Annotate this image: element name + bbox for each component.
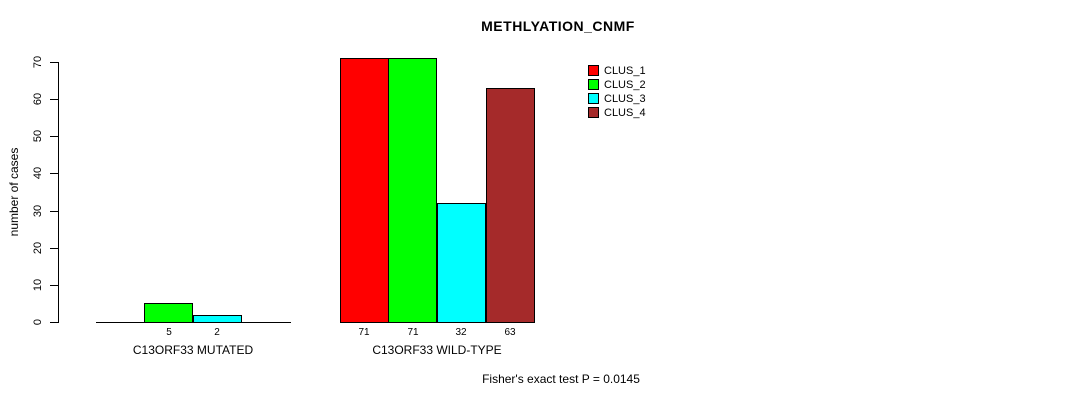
bar-clus_1 xyxy=(340,58,389,323)
y-axis-line xyxy=(58,62,59,323)
y-tick-label: 40 xyxy=(32,166,44,180)
bar-clus_3 xyxy=(437,203,486,323)
legend-swatch-icon xyxy=(588,107,599,118)
legend-item: CLUS_2 xyxy=(588,78,646,91)
y-tick xyxy=(50,99,58,100)
legend-label: CLUS_2 xyxy=(604,78,646,91)
y-tick xyxy=(50,136,58,137)
legend-label: CLUS_3 xyxy=(604,92,646,105)
legend-swatch-icon xyxy=(588,93,599,104)
chart-title: METHLYATION_CNMF xyxy=(481,18,635,34)
y-tick-label: 0 xyxy=(32,318,44,326)
y-tick-label: 70 xyxy=(32,55,44,69)
bar-value-label: 63 xyxy=(504,327,516,338)
group-label: C13ORF33 MUTATED xyxy=(132,343,254,357)
legend-item: CLUS_1 xyxy=(588,64,646,77)
legend-label: CLUS_4 xyxy=(604,106,646,119)
y-tick-label: 30 xyxy=(32,204,44,218)
bar-clus_3 xyxy=(193,315,242,323)
bar-clus_2 xyxy=(144,303,193,323)
y-tick-label: 20 xyxy=(32,241,44,255)
bar-value-label: 2 xyxy=(214,327,220,338)
bar-value-label: 5 xyxy=(166,327,172,338)
y-tick-label: 10 xyxy=(32,278,44,292)
bar-clus_2 xyxy=(388,58,437,323)
y-tick-label: 60 xyxy=(32,92,44,106)
y-tick xyxy=(50,173,58,174)
legend-item: CLUS_4 xyxy=(588,106,646,119)
y-tick xyxy=(50,62,58,63)
legend: CLUS_1 CLUS_2 CLUS_3 CLUS_4 xyxy=(588,64,646,120)
y-tick-label: 50 xyxy=(32,129,44,143)
group-label: C13ORF33 WILD-TYPE xyxy=(372,343,502,357)
fisher-test-annotation: Fisher's exact test P = 0.0145 xyxy=(482,372,640,386)
bar-value-label: 71 xyxy=(358,327,370,338)
legend-swatch-icon xyxy=(588,79,599,90)
bar-value-label: 32 xyxy=(455,327,467,338)
y-tick xyxy=(50,322,58,323)
y-tick xyxy=(50,211,58,212)
legend-swatch-icon xyxy=(588,65,599,76)
bar-clus_4 xyxy=(486,88,535,323)
legend-label: CLUS_1 xyxy=(604,64,646,77)
y-tick xyxy=(50,248,58,249)
bar-value-label: 71 xyxy=(407,327,419,338)
y-tick xyxy=(50,285,58,286)
legend-item: CLUS_3 xyxy=(588,92,646,105)
